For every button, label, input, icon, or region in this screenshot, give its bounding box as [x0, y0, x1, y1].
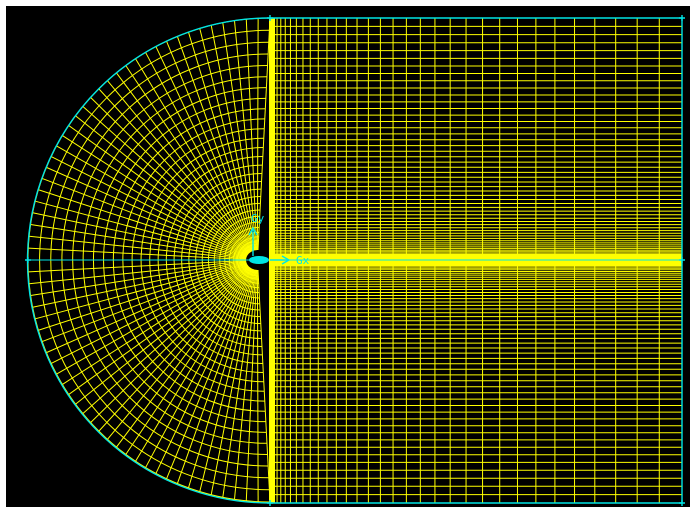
vertex-plus-icon — [679, 500, 685, 506]
mesh-radial-line — [51, 156, 248, 257]
mesh-radial-line — [56, 264, 248, 375]
mesh-radial-line — [38, 189, 247, 258]
mesh-radial-line — [82, 265, 250, 414]
mesh-radial-line — [32, 212, 247, 259]
mesh-radial-line — [116, 267, 251, 448]
mesh-radial-line — [51, 263, 248, 364]
mesh-radial-line — [30, 223, 247, 260]
x-axis-label: Gx — [296, 254, 310, 267]
mesh-radial-line — [98, 266, 250, 432]
mesh-radial-line — [210, 269, 256, 495]
mesh-radial-line — [46, 166, 248, 257]
vertex-plus-icon — [267, 500, 273, 506]
mesh-radial-line — [257, 17, 271, 251]
mesh-radial-line — [245, 269, 258, 501]
mesh-radial-line — [41, 262, 247, 342]
mesh-radial-line — [222, 269, 257, 498]
mesh-radial-line — [28, 247, 247, 261]
mesh-radial-line — [75, 115, 249, 255]
mesh-radial-line — [32, 261, 247, 308]
mesh-radial-line — [199, 269, 256, 492]
mesh-radial-line — [30, 260, 247, 297]
mesh-radial-line — [233, 20, 257, 251]
mesh-radial-line — [41, 178, 247, 258]
mesh-radial-line — [90, 97, 250, 254]
boundary-vertices — [25, 15, 685, 506]
coordinate-triad: Gy Gx — [248, 212, 310, 267]
mesh-radial-line — [28, 259, 247, 273]
airfoil-body-icon — [249, 256, 269, 264]
mesh-radial-line — [125, 267, 252, 455]
mesh-radial-line — [135, 268, 252, 462]
mesh-radial-line — [187, 32, 255, 251]
mesh-radial-line — [56, 145, 248, 256]
mesh-radial-line — [75, 265, 249, 405]
mesh-radial-line — [155, 46, 253, 252]
mesh-radial-line — [210, 25, 256, 251]
mesh-radial-line — [187, 269, 255, 488]
y-arrow-head — [248, 226, 258, 236]
vertex-plus-icon — [679, 15, 685, 21]
mesh-radial-line — [46, 263, 248, 354]
y-axis-label: Gy — [251, 212, 265, 225]
mesh-radial-line — [145, 52, 253, 252]
mesh-radial-line — [29, 260, 247, 285]
vertex-plus-icon — [679, 257, 685, 263]
mesh-radial-line — [257, 269, 271, 503]
mesh-radial-line — [107, 267, 251, 440]
mesh-radial-line — [35, 200, 247, 259]
mesh-radial-line — [256, 269, 259, 502]
mesh-radial-line — [116, 72, 251, 253]
mesh-radial-line — [90, 266, 250, 423]
mesh-radial-line — [199, 28, 256, 251]
mesh-radial-line — [98, 88, 250, 254]
mesh-radial-line — [176, 36, 254, 251]
mesh-radial-line — [135, 58, 252, 252]
mesh-radial-line — [176, 269, 254, 484]
mesh-radial-line — [68, 265, 249, 395]
mesh-radial-line — [256, 18, 259, 251]
mesh-radial-line — [62, 264, 248, 385]
mesh-radial-line — [166, 41, 254, 252]
mesh-radial-line — [155, 268, 253, 474]
mesh-radial-line — [145, 268, 253, 468]
mesh-radial-line — [38, 262, 247, 331]
mesh-radial-line — [82, 106, 250, 255]
mesh-radial-line — [68, 125, 249, 255]
mesh-radial-line — [222, 22, 257, 251]
mesh-radial-line — [107, 80, 251, 253]
vertex-plus-icon — [267, 15, 273, 21]
x-arrow-head — [281, 255, 291, 265]
mesh-radial-line — [125, 65, 252, 253]
vertex-plus-icon — [25, 257, 31, 263]
mesh-radial-line — [62, 135, 248, 256]
mesh-radial-line — [166, 268, 254, 479]
mesh-radial-line — [233, 269, 257, 500]
mesh-radial-line — [35, 261, 247, 320]
mesh-radial-line — [29, 235, 247, 260]
mesh-radial-line — [245, 19, 258, 251]
